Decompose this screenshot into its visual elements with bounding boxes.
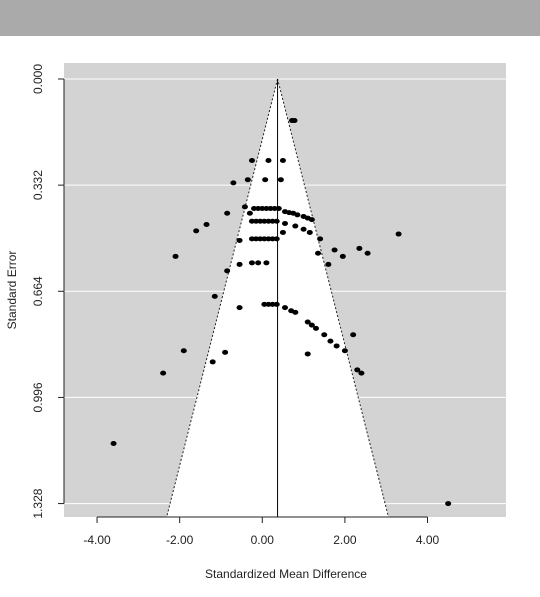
data-point [259, 205, 266, 211]
x-tick-label: 4.00 [416, 533, 440, 547]
data-point [265, 158, 272, 164]
data-point [257, 218, 264, 224]
data-point [203, 221, 210, 227]
data-point [273, 236, 280, 242]
data-point [236, 305, 243, 311]
data-point [222, 349, 229, 355]
data-point [275, 205, 282, 211]
x-axis-label: Standardized Mean Difference [205, 567, 367, 581]
data-point [265, 218, 272, 224]
data-point [248, 218, 255, 224]
data-point [279, 229, 286, 235]
data-point [445, 501, 452, 507]
data-point [209, 359, 216, 365]
data-point [294, 212, 301, 218]
x-tick-label: 0.00 [251, 533, 275, 547]
data-point [262, 177, 269, 183]
data-point [354, 367, 361, 373]
data-point [269, 218, 276, 224]
data-point [236, 261, 243, 267]
data-point [255, 260, 262, 266]
data-points [110, 118, 452, 507]
data-point [356, 245, 363, 251]
data-point [300, 226, 307, 232]
data-point [341, 348, 348, 354]
data-point [248, 260, 255, 266]
y-tick-label: 0.664 [31, 276, 45, 306]
data-point [241, 204, 248, 210]
data-point [261, 218, 268, 224]
data-point [308, 217, 315, 223]
data-point [364, 250, 371, 256]
y-tick-label: 0.996 [31, 382, 45, 412]
data-point [292, 309, 299, 315]
axes: -4.00 -2.00 0.00 2.00 4.00 0.000 0.332 0.664 0.9… [31, 64, 440, 547]
data-point [224, 268, 231, 274]
data-point [269, 236, 276, 242]
data-point [244, 177, 251, 183]
data-point [395, 231, 402, 237]
data-point [306, 229, 313, 235]
data-point [265, 236, 272, 242]
data-point [308, 322, 315, 328]
data-point [333, 343, 340, 349]
data-point [321, 332, 328, 338]
x-tick-label: -2.00 [166, 533, 194, 547]
data-point [110, 440, 117, 446]
y-tick-label: 0.332 [31, 170, 45, 200]
data-point [358, 370, 365, 376]
data-point [248, 158, 255, 164]
data-point [327, 338, 334, 344]
data-point [279, 158, 286, 164]
data-point [263, 205, 270, 211]
data-point [193, 228, 200, 234]
top-toolbar-bar [0, 0, 540, 36]
data-point [211, 293, 218, 299]
data-point [224, 210, 231, 216]
data-point [317, 236, 324, 242]
data-point [248, 236, 255, 242]
data-point [246, 210, 253, 216]
data-point [325, 261, 332, 267]
data-point [315, 250, 322, 256]
y-axis-label: Standard Error [5, 251, 19, 330]
data-point [273, 218, 280, 224]
data-point [236, 237, 243, 243]
data-point [273, 301, 280, 307]
data-point [282, 220, 288, 226]
data-point [230, 180, 237, 186]
data-point [172, 253, 179, 259]
data-point [180, 348, 187, 354]
data-point [263, 260, 270, 266]
data-point [261, 236, 268, 242]
data-point [253, 218, 260, 224]
y-tick-label: 1.328 [31, 488, 45, 518]
data-point [271, 205, 278, 211]
data-point [277, 177, 284, 183]
data-point [304, 351, 311, 357]
data-point [331, 247, 338, 253]
data-point [253, 236, 260, 242]
data-point [291, 118, 298, 124]
data-point [265, 301, 272, 307]
data-point [261, 301, 268, 307]
data-point [267, 205, 274, 211]
data-point [251, 205, 258, 211]
data-point [339, 253, 346, 259]
data-point [304, 319, 311, 325]
data-point [257, 236, 264, 242]
data-point [312, 325, 319, 331]
x-tick-label: -4.00 [83, 533, 111, 547]
data-point [292, 223, 299, 229]
y-tick-label: 0.000 [31, 64, 45, 94]
data-point [160, 370, 167, 376]
data-point [350, 332, 357, 338]
x-tick-label: 2.00 [333, 533, 357, 547]
data-point [269, 301, 276, 307]
data-point [282, 305, 288, 311]
data-point [255, 205, 262, 211]
